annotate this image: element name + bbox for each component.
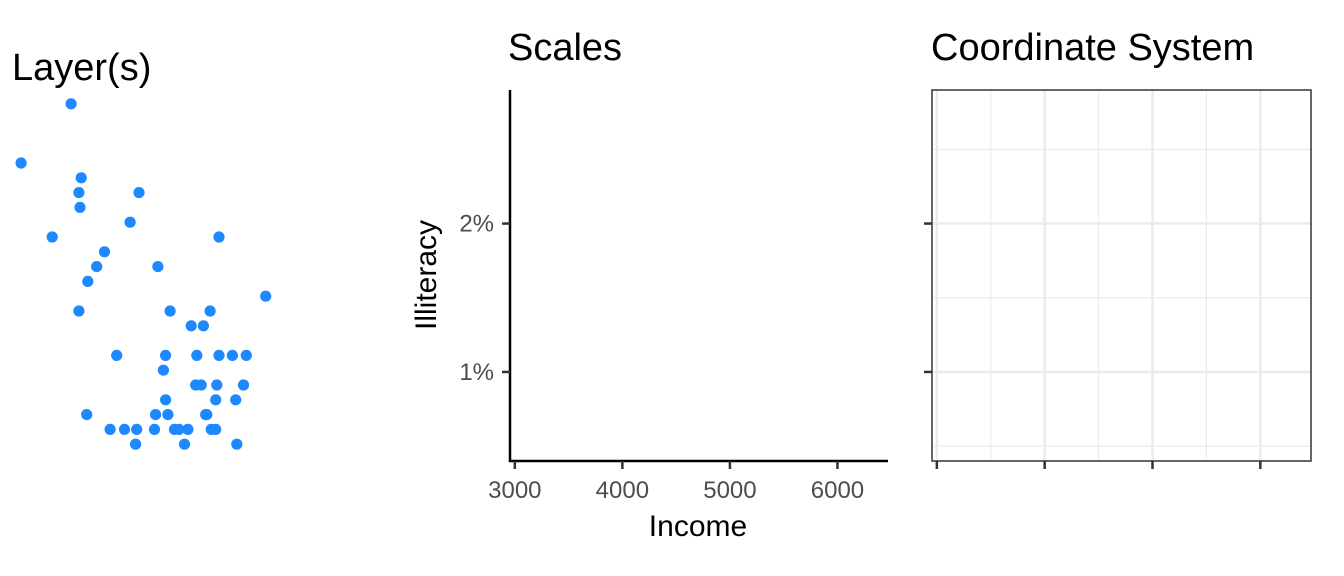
- scales-x-tick-label-4000: 4000: [596, 477, 649, 504]
- data-point-44: [130, 438, 142, 450]
- data-point-43: [210, 423, 222, 435]
- data-point-26: [195, 379, 207, 391]
- scales-y-tick-label-2: 2%: [459, 211, 494, 238]
- data-point-12: [91, 261, 103, 273]
- data-point-33: [81, 409, 93, 421]
- data-point-9: [213, 231, 225, 243]
- data-point-37: [148, 423, 161, 435]
- data-point-22: [213, 349, 225, 361]
- data-point-5: [74, 201, 86, 213]
- layers-points: [15, 98, 272, 450]
- data-point-32: [162, 409, 174, 421]
- data-point-29: [111, 349, 123, 361]
- data-point-48: [210, 394, 222, 406]
- scales-y-tick-label-1: 1%: [459, 359, 494, 386]
- coordinate-panel-border: [931, 89, 1312, 462]
- coordinate-panel-background: [932, 90, 1311, 461]
- data-point-1: [15, 157, 27, 169]
- scales-x-axis-title: Income: [649, 510, 747, 543]
- scales-y-ticks: 1% 2%: [459, 211, 510, 386]
- data-point-49: [230, 394, 242, 406]
- data-point-7: [133, 187, 145, 199]
- data-point-30: [157, 364, 169, 376]
- data-point-27: [211, 379, 223, 391]
- data-point-45: [178, 438, 191, 450]
- data-point-38: [150, 409, 162, 421]
- data-point-11: [98, 246, 111, 258]
- data-point-41: [182, 423, 194, 435]
- scales-x-tick-label-6000: 6000: [811, 477, 864, 504]
- data-point-50: [231, 438, 243, 450]
- data-point-4: [73, 187, 85, 199]
- scales-y-axis-title: Illiteracy: [410, 220, 443, 330]
- data-point-17: [204, 305, 216, 317]
- scales-panel: Scales 3000 4000 5000 6000 1% 2% Income Illi…: [410, 27, 888, 543]
- coordinate-grid: [932, 90, 1311, 461]
- data-point-24: [240, 349, 252, 361]
- data-point-10: [124, 216, 136, 228]
- data-point-16: [164, 305, 176, 317]
- data-point-3: [75, 172, 87, 184]
- data-point-14: [73, 305, 85, 317]
- coordinate-ticks: [924, 222, 1262, 469]
- data-point-18: [185, 320, 197, 332]
- data-point-40: [173, 423, 185, 435]
- coordinate-system-panel: Coordinate System: [924, 27, 1312, 469]
- data-point-36: [131, 423, 143, 435]
- data-point-34: [104, 423, 116, 435]
- scales-panel-title: Scales: [508, 27, 622, 69]
- layers-panel-title: Layer(s): [12, 47, 151, 89]
- data-point-15: [260, 290, 272, 302]
- data-point-6: [46, 231, 58, 243]
- data-point-28: [237, 379, 250, 391]
- data-point-35: [118, 423, 131, 435]
- data-point-8: [152, 261, 164, 273]
- data-point-20: [160, 349, 172, 361]
- layers-panel: Layer(s): [12, 47, 272, 450]
- scales-x-tick-label-3000: 3000: [488, 477, 541, 504]
- scales-x-tick-label-5000: 5000: [703, 477, 756, 504]
- data-point-23: [226, 349, 238, 361]
- scales-x-ticks: 3000 4000 5000 6000: [488, 461, 864, 504]
- data-point-31: [160, 394, 172, 406]
- data-point-47: [200, 409, 212, 421]
- data-point-13: [82, 275, 94, 287]
- data-point-19: [197, 320, 209, 332]
- data-point-2: [65, 98, 77, 110]
- data-point-21: [191, 349, 203, 361]
- coordinate-system-panel-title: Coordinate System: [931, 27, 1254, 69]
